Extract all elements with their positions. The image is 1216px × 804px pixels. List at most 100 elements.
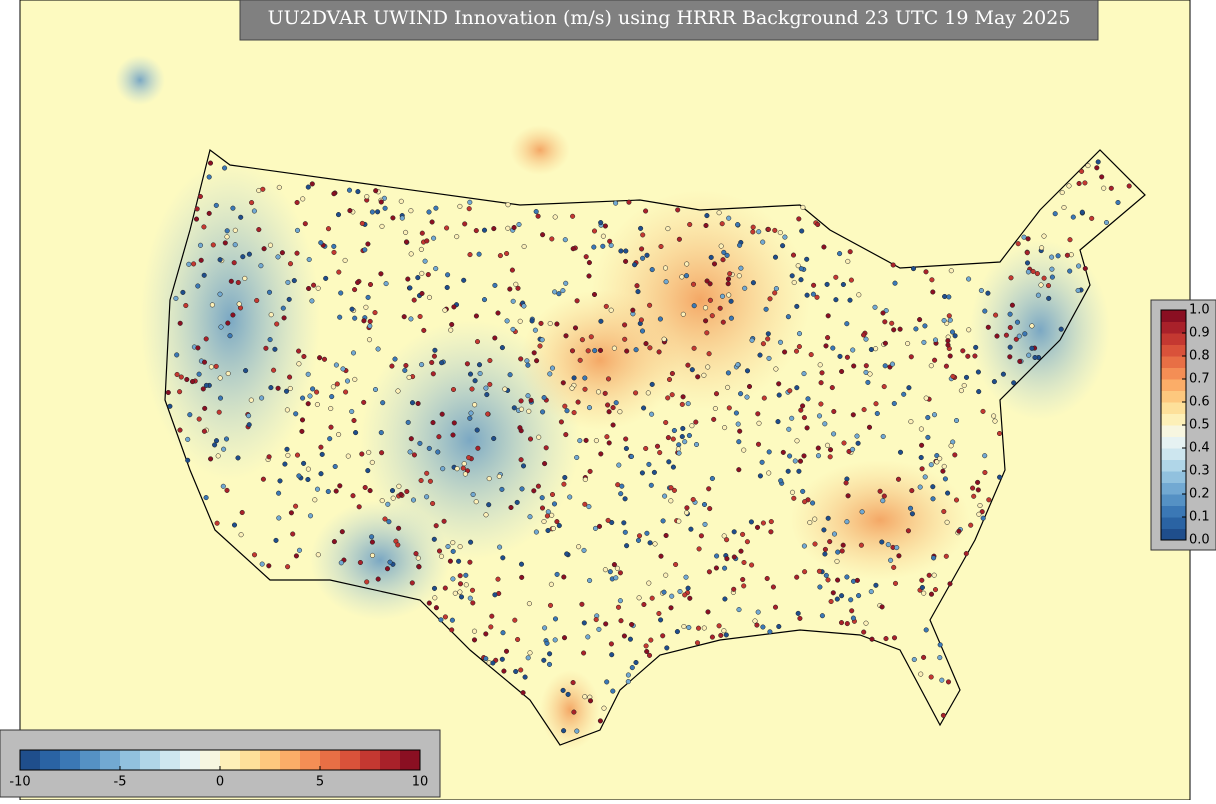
map-title: UU2DVAR UWIND Innovation (m/s) using HRR… [268,7,1071,29]
station-dot [305,401,311,407]
colorbar-segment [1161,528,1186,541]
station-dot [349,306,355,312]
station-dot [276,490,282,496]
station-dot [829,385,835,391]
station-dot [208,456,214,462]
station-dot [473,228,479,234]
station-dot [833,297,839,303]
station-dot [457,581,464,587]
station-dot [606,409,612,415]
station-dot [818,401,824,407]
station-dot [338,290,344,296]
station-dot [648,482,654,488]
station-dot [359,451,365,457]
station-dot [258,263,264,269]
station-dot [225,370,231,377]
station-dot [777,339,784,345]
station-dot [742,285,748,291]
station-dot [908,419,914,425]
station-dot [604,679,610,685]
station-dot [913,326,919,332]
station-dot [407,285,413,291]
station-dot [1067,237,1073,243]
station-dot [218,324,224,330]
station-dot [684,261,690,267]
station-dot [621,520,627,526]
station-dot [931,412,938,418]
station-dot [861,407,867,413]
station-dot [709,313,715,319]
station-dot [926,572,932,578]
station-dot [921,339,927,345]
station-dot [844,354,850,360]
station-dot [518,406,525,412]
station-dot [411,297,417,303]
station-dot [519,574,525,580]
station-dot [475,445,481,451]
station-dot [307,513,314,519]
station-dot [562,237,568,243]
colorbar-horizontal: -10 -5 0 5 10 [9,749,428,790]
station-dot [336,431,342,438]
station-dot [470,491,476,498]
station-dot [186,261,192,267]
station-dot [780,449,786,455]
station-dot [849,608,855,614]
station-dot [387,559,393,565]
station-dot [760,624,766,630]
station-dot [1101,185,1107,191]
station-dot [212,442,218,448]
station-dot [426,209,432,215]
station-dot [608,307,614,313]
station-dot [556,523,562,529]
station-dot [500,555,506,561]
station-dot [680,425,686,432]
station-dot [712,405,718,412]
station-dot [279,250,285,256]
station-dot [504,318,510,324]
station-dot [719,293,726,299]
station-dot [812,516,818,522]
station-dot [996,430,1003,437]
station-dot [756,420,762,426]
station-dot [741,447,747,453]
station-dot [457,589,463,595]
station-dot [576,544,582,550]
station-dot [422,258,428,264]
station-dot [403,362,409,369]
station-dot [293,553,299,559]
station-dot [909,488,915,494]
station-dot [879,539,885,545]
station-dot [930,484,936,490]
station-dot [972,353,978,359]
station-dot [541,657,547,663]
station-dot [450,540,456,546]
station-dot [222,240,228,246]
station-dot [723,632,729,638]
station-dot [948,443,954,449]
station-dot [490,660,496,666]
station-dot [419,230,425,236]
station-dot [881,384,887,390]
station-dot [668,485,674,491]
station-dot [259,561,265,567]
station-dot [641,405,647,411]
station-dot [670,464,676,470]
station-dot [223,436,230,442]
station-dot [449,321,455,328]
station-dot [622,336,628,342]
station-dot [617,409,623,415]
station-dot [617,570,623,576]
station-dot [457,544,463,550]
station-dot [395,388,401,394]
colorbar-segment [1161,448,1186,460]
station-dot [216,409,222,415]
station-dot [623,436,629,442]
station-dot [483,512,489,518]
station-dot [587,468,593,474]
station-dot [950,373,956,379]
station-dot [485,411,491,417]
station-dot [666,459,672,465]
station-dot [382,205,388,211]
station-dot [741,559,747,566]
